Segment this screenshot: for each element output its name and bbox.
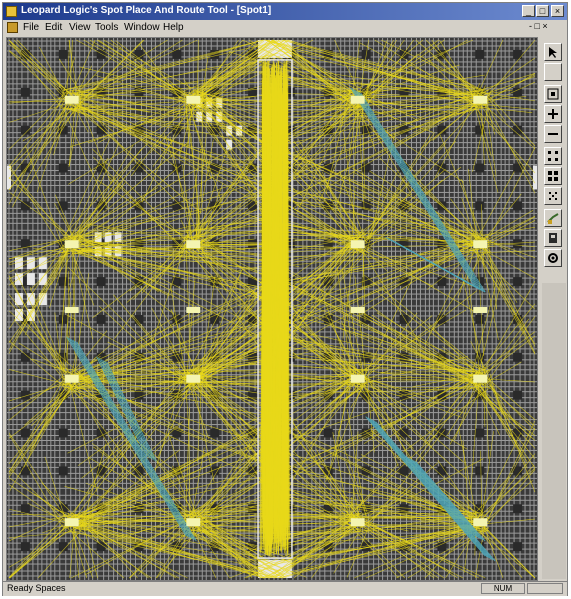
pointer-icon	[549, 47, 557, 58]
vertical-toolbar	[542, 41, 566, 281]
center-channel	[257, 59, 293, 559]
grid-dots-icon	[549, 192, 557, 200]
menu-tools[interactable]: Tools	[95, 22, 119, 33]
menu-view[interactable]: View	[69, 22, 91, 33]
menu-window[interactable]: Window	[124, 22, 160, 33]
menu-edit[interactable]: Edit	[45, 22, 63, 33]
document-icon[interactable]	[7, 22, 18, 33]
menu-file[interactable]: File	[23, 22, 40, 33]
minimize-button[interactable]: _	[522, 5, 535, 17]
zoom-out-icon	[548, 133, 558, 135]
blank-button[interactable]	[544, 63, 562, 81]
grid-small-button[interactable]	[544, 147, 562, 165]
toolbar-empty-area	[542, 283, 566, 579]
status-text: Ready Spaces	[7, 583, 66, 593]
maximize-button[interactable]: □	[536, 5, 549, 17]
blank-icon	[546, 65, 560, 79]
grid-dots-button[interactable]	[544, 187, 562, 205]
app-icon[interactable]	[6, 6, 17, 17]
settings-button[interactable]	[544, 249, 562, 267]
routing-wires	[8, 39, 536, 579]
zoom-fit-button[interactable]	[544, 85, 562, 103]
menu-help[interactable]: Help	[163, 22, 184, 33]
grid-large-icon	[548, 171, 558, 181]
route-icon	[547, 213, 559, 224]
layer-button[interactable]	[544, 229, 562, 247]
zoom-fit-icon	[547, 88, 559, 100]
close-button[interactable]: ×	[551, 5, 564, 17]
pointer-button[interactable]	[544, 43, 562, 61]
grid-large-button[interactable]	[544, 167, 562, 185]
status-num-indicator: NUM	[481, 583, 525, 594]
mdi-controls[interactable]: - □ ×	[529, 21, 548, 31]
zoom-in-icon	[548, 109, 558, 119]
menu-bar: File Edit View Tools Window Help - □ ×	[3, 20, 567, 36]
zoom-out-button[interactable]	[544, 125, 562, 143]
route-button[interactable]	[544, 209, 562, 227]
pin-markers	[64, 95, 488, 527]
status-panel	[527, 583, 563, 594]
settings-icon	[548, 253, 558, 263]
window-title: Leopard Logic's Spot Place And Route Too…	[21, 5, 272, 16]
layout-canvas[interactable]	[6, 37, 538, 581]
title-bar[interactable]: Leopard Logic's Spot Place And Route Too…	[3, 3, 567, 20]
status-bar: Ready Spaces NUM	[3, 581, 567, 596]
zoom-in-button[interactable]	[544, 105, 562, 123]
layer-icon	[549, 233, 557, 243]
grid-small-icon	[548, 151, 558, 161]
